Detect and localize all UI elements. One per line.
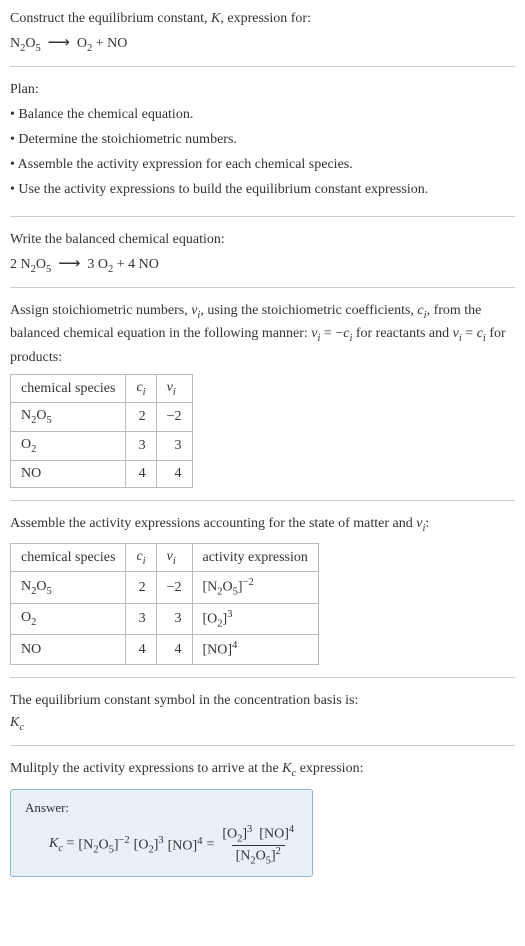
plan-bullet-4: • Use the activity expressions to build … (10, 179, 515, 200)
denominator: [N2O5]2 (232, 845, 285, 866)
symbol-section: The equilibrium constant symbol in the c… (10, 677, 515, 745)
table-header-row: chemical species ci νi activity expressi… (11, 543, 319, 572)
c-cell: 4 (126, 461, 156, 488)
balanced-intro: Write the balanced chemical equation: (10, 229, 515, 250)
kc-symbol: Kc (10, 715, 515, 733)
table-row: O2 3 3 (11, 432, 193, 461)
plan-bullet-3: • Assemble the activity expression for e… (10, 154, 515, 175)
table-header: νi (156, 543, 192, 572)
c-cell: 2 (126, 572, 156, 603)
c-cell: 3 (126, 432, 156, 461)
species-cell: O2 (11, 432, 126, 461)
kc-expression: Kc = [N2O5]−2 [O2]3 [NO]4 = [O2]3 [NO]4 … (25, 824, 298, 866)
plan-title: Plan: (10, 79, 515, 100)
plan-section: Plan: • Balance the chemical equation. •… (10, 66, 515, 216)
species-cell: N2O5 (11, 572, 126, 603)
table-row: N2O5 2 −2 [N2O5]−2 (11, 572, 319, 603)
table-header: chemical species (11, 543, 126, 572)
table-header: ci (126, 374, 156, 403)
v-cell: 3 (156, 603, 192, 634)
assemble-section: Assemble the activity expressions accoun… (10, 500, 515, 677)
table-header: activity expression (192, 543, 318, 572)
answer-box: Answer: Kc = [N2O5]−2 [O2]3 [NO]4 = [O2]… (10, 789, 313, 877)
equals: = (206, 837, 214, 853)
term-n2o5: [N2O5]−2 (78, 835, 129, 855)
prompt-text-post: , expression for: (220, 11, 311, 26)
product-o2: O2 (77, 36, 92, 51)
species-cell: NO (11, 461, 126, 488)
species-cell: O2 (11, 603, 126, 634)
assemble-text: Assemble the activity expressions accoun… (10, 513, 515, 537)
v-cell: −2 (156, 572, 192, 603)
table-header: ci (126, 543, 156, 572)
v-cell: 4 (156, 635, 192, 665)
table-header: νi (156, 374, 192, 403)
kc-left: Kc = (49, 836, 74, 854)
prompt-section: Construct the equilibrium constant, K, e… (10, 8, 515, 66)
table-header-row: chemical species ci νi (11, 374, 193, 403)
multiply-text: Mulitply the activity expressions to arr… (10, 758, 515, 782)
numerator: [O2]3 [NO]4 (218, 824, 298, 844)
activity-table: chemical species ci νi activity expressi… (10, 543, 319, 665)
balanced-section: Write the balanced chemical equation: 2 … (10, 216, 515, 287)
c-cell: 3 (126, 603, 156, 634)
prompt-K: K (211, 11, 220, 26)
species-cell: NO (11, 635, 126, 665)
plan-bullet-1: • Balance the chemical equation. (10, 104, 515, 125)
v-cell: 3 (156, 432, 192, 461)
c-cell: 2 (126, 403, 156, 432)
table-header: chemical species (11, 374, 126, 403)
stoichiometric-table: chemical species ci νi N2O5 2 −2 O2 3 3 … (10, 374, 193, 488)
symbol-text: The equilibrium constant symbol in the c… (10, 690, 515, 711)
table-row: NO 4 4 (11, 461, 193, 488)
assign-section: Assign stoichiometric numbers, νi, using… (10, 287, 515, 500)
term-no: [NO]4 (168, 836, 203, 855)
assign-text: Assign stoichiometric numbers, νi, using… (10, 300, 515, 368)
multiply-section: Mulitply the activity expressions to arr… (10, 745, 515, 889)
species-cell: N2O5 (11, 403, 126, 432)
reactant-n2o5: N2O5 (21, 257, 52, 272)
reaction-balanced: 2 N2O5 ⟶ 3 O2 + 4 NO (10, 254, 515, 275)
product-o2: O2 (98, 257, 113, 272)
prompt-text-pre: Construct the equilibrium constant, (10, 11, 211, 26)
fraction: [O2]3 [NO]4 [N2O5]2 (218, 824, 298, 866)
prompt-line: Construct the equilibrium constant, K, e… (10, 8, 515, 29)
product-no: NO (107, 36, 127, 51)
product-no: NO (139, 257, 159, 272)
plan-bullet-2: • Determine the stoichiometric numbers. (10, 129, 515, 150)
table-row: NO 4 4 [NO]4 (11, 635, 319, 665)
table-row: O2 3 3 [O2]3 (11, 603, 319, 634)
c-cell: 4 (126, 635, 156, 665)
arrow-icon: ⟶ (58, 255, 80, 272)
answer-label: Answer: (25, 800, 298, 816)
term-o2: [O2]3 (134, 835, 164, 855)
v-cell: 4 (156, 461, 192, 488)
reactant-n2o5: N2O5 (10, 36, 41, 51)
activity-cell: [O2]3 (192, 603, 318, 634)
table-row: N2O5 2 −2 (11, 403, 193, 432)
activity-cell: [N2O5]−2 (192, 572, 318, 603)
v-cell: −2 (156, 403, 192, 432)
arrow-icon: ⟶ (48, 34, 70, 51)
reaction-unbalanced: N2O5 ⟶ O2 + NO (10, 33, 515, 54)
activity-cell: [NO]4 (192, 635, 318, 665)
